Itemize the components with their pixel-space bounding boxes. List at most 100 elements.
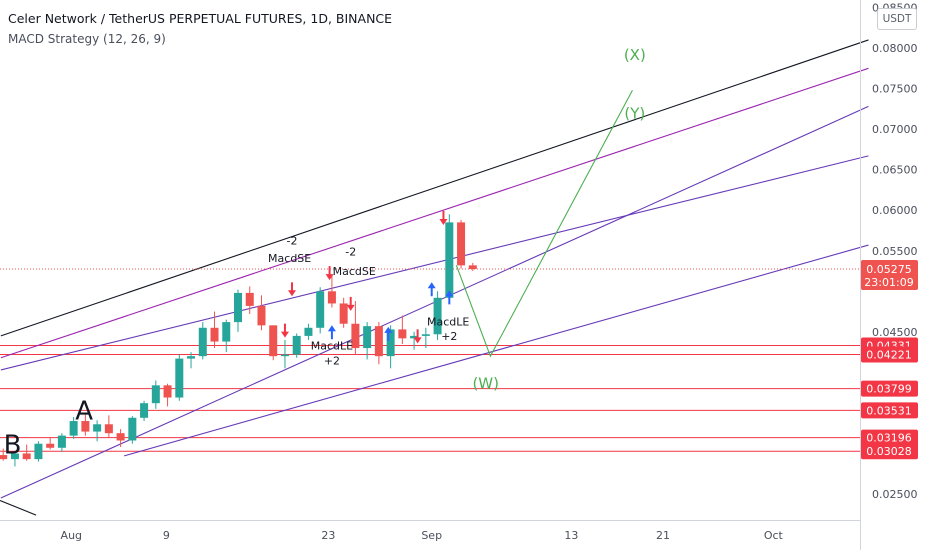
price-tick-label: 0.07000	[872, 123, 918, 136]
candle	[104, 415, 113, 438]
candle-body	[163, 385, 172, 398]
candle	[10, 451, 19, 467]
candle-body	[433, 297, 442, 335]
time-axis[interactable]: Aug 9 23 Sep 13 21 Oct	[61, 529, 784, 542]
candle	[140, 400, 149, 422]
time-tick-label: 9	[163, 529, 170, 542]
price-tick-label: 0.06000	[872, 204, 918, 217]
candle-body	[234, 292, 242, 323]
signal-label: -2	[345, 246, 356, 259]
level-badge: 0.04221	[861, 346, 918, 363]
candle	[374, 322, 383, 365]
candle-body	[128, 417, 137, 441]
candle-body	[175, 358, 184, 398]
candle-body	[410, 335, 419, 339]
candle	[292, 333, 301, 358]
candle-body	[445, 222, 454, 298]
price-tick-label: 0.08000	[872, 42, 918, 55]
buy-arrow-head	[445, 290, 454, 297]
candle	[269, 325, 278, 361]
plot-background	[0, 0, 860, 520]
sell-arrow-head	[439, 218, 448, 225]
trendline-violet-lower	[123, 244, 869, 457]
candle-body	[468, 265, 477, 269]
level-badge-label: 0.03028	[866, 445, 912, 458]
candle	[339, 297, 348, 328]
signal-label: MacdSE	[333, 265, 376, 278]
candle	[34, 441, 43, 462]
candle	[69, 416, 78, 439]
candle-body	[257, 305, 266, 326]
candle	[327, 275, 336, 308]
price-tick-label: 0.04500	[872, 326, 918, 339]
sell-arrow-head	[346, 304, 355, 311]
candle	[163, 383, 172, 407]
candle-body	[457, 222, 466, 266]
candle-body	[339, 303, 348, 324]
candle	[363, 322, 372, 360]
sell-arrow-head	[288, 290, 297, 297]
candle	[175, 354, 184, 401]
candle	[128, 416, 137, 444]
candle-body	[222, 322, 231, 342]
candle	[445, 214, 454, 304]
buy-arrow-icon	[384, 326, 393, 341]
candle-body	[81, 421, 90, 432]
buy-arrow-head	[384, 326, 393, 333]
currency-button[interactable]: USDT	[877, 8, 917, 30]
wave-label: (W)	[472, 375, 499, 393]
time-tick-label: Sep	[421, 529, 442, 542]
last-price-badge-bg	[861, 260, 918, 290]
candle-body	[46, 443, 55, 448]
sell-arrow-icon	[439, 210, 448, 225]
pattern-label: B	[4, 430, 22, 460]
level-badge-label: 0.03799	[866, 383, 912, 396]
candle	[433, 291, 442, 340]
buy-arrow-icon	[445, 290, 454, 305]
candle-body	[116, 433, 125, 441]
signal-label: -2	[287, 234, 298, 247]
candle-body	[245, 292, 254, 306]
candle-body	[104, 424, 113, 434]
candle-body	[22, 453, 31, 460]
level-badge-label: 0.03531	[866, 404, 912, 417]
candle-body	[351, 323, 360, 349]
trendline-lower-corner	[0, 499, 37, 516]
time-tick-label: Aug	[61, 529, 82, 542]
sell-arrow-icon	[325, 266, 334, 281]
price-badges: 0.043310.042210.037990.035310.031960.030…	[861, 260, 918, 460]
candle-body	[386, 329, 395, 357]
candle	[257, 295, 266, 331]
candles	[0, 214, 477, 467]
trendline-violet-upper	[0, 155, 869, 371]
indicator-legend[interactable]: MACD Strategy (12, 26, 9)	[8, 32, 166, 46]
level-badge-label: 0.04221	[866, 348, 912, 361]
sell-arrow-icon	[288, 282, 297, 297]
wave-path	[455, 89, 633, 358]
candle	[280, 339, 289, 369]
candle-body	[34, 443, 43, 460]
candle	[187, 352, 196, 369]
price-tick-label: 0.05500	[872, 245, 918, 258]
buy-arrow-icon	[427, 282, 436, 297]
level-badge-bg	[861, 346, 918, 363]
candle	[245, 286, 254, 314]
candle	[57, 433, 66, 452]
sell-arrow-head	[325, 274, 334, 281]
level-badge: 0.03531	[861, 402, 918, 419]
chart-title: Celer Network / TetherUS PERPETUAL FUTUR…	[8, 11, 393, 26]
candle-body	[269, 325, 278, 357]
strategy-signals	[280, 210, 454, 344]
price-axis[interactable]: 0.085000.080000.075000.070000.065000.060…	[872, 2, 918, 501]
buy-arrow-icon	[327, 325, 336, 340]
level-badge-bg	[861, 429, 918, 446]
candle-body	[327, 291, 336, 304]
trendline-purple-high	[0, 67, 869, 359]
last-price-label: 0.05275	[866, 263, 912, 276]
candle	[46, 437, 55, 450]
level-badge: 0.03196	[861, 429, 918, 446]
candle	[0, 448, 8, 461]
